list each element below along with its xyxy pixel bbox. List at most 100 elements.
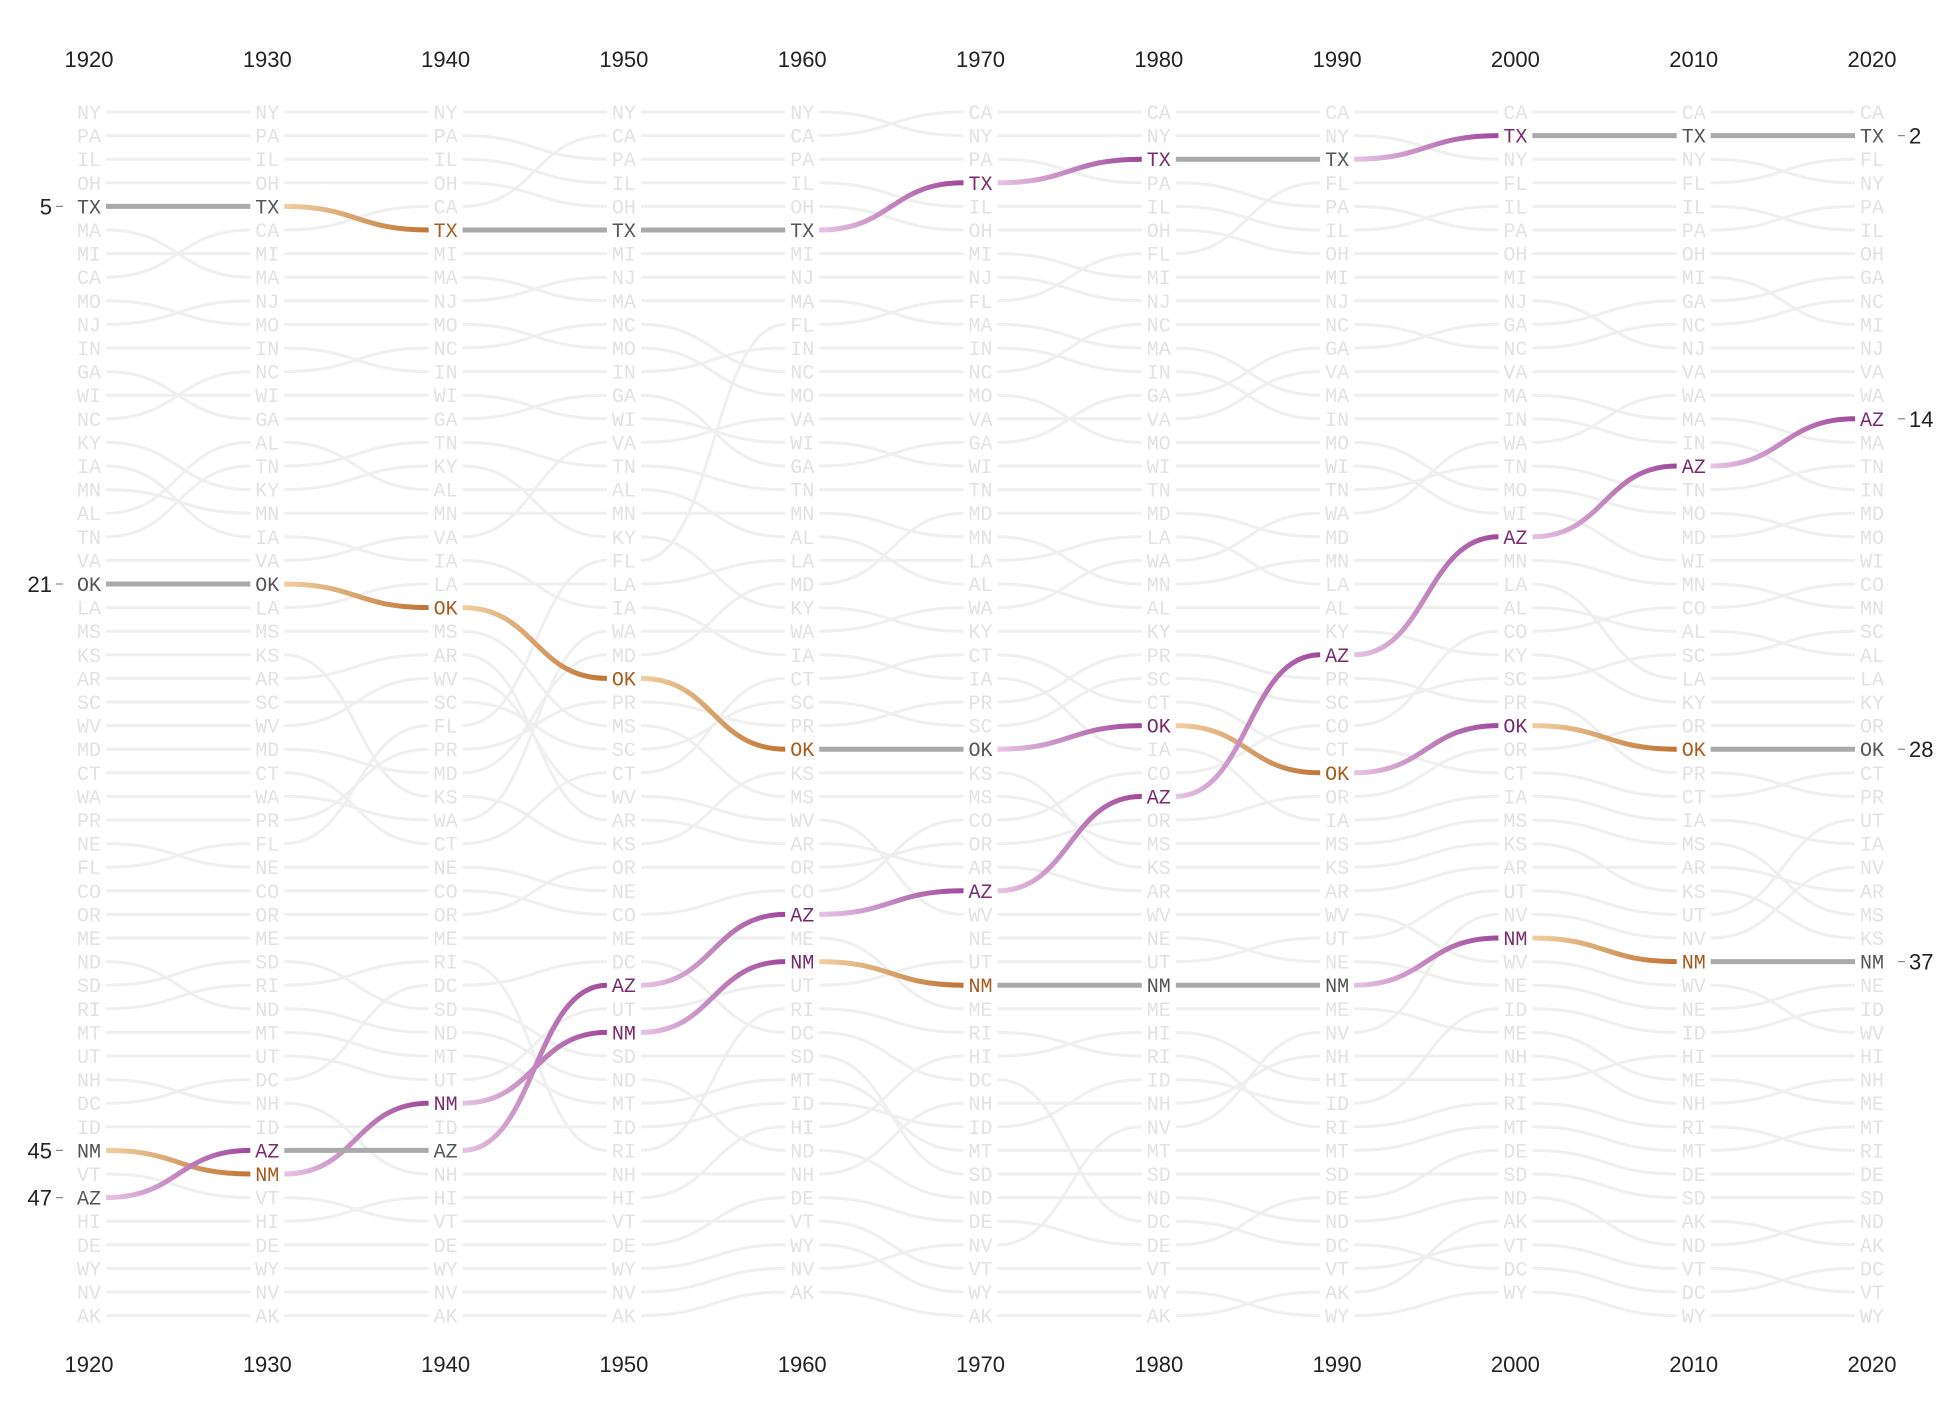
state-label-de: DE — [77, 1236, 101, 1259]
state-label-hi: HI — [1682, 1047, 1706, 1070]
state-label-mo: MO — [434, 315, 458, 338]
state-label-pr: PR — [1860, 787, 1884, 810]
state-label-ar: AR — [77, 669, 101, 692]
line-ma — [1532, 393, 1677, 421]
state-label-ak: AK — [1147, 1307, 1171, 1330]
state-label-md: MD — [968, 504, 992, 527]
state-label-mi: MI — [1682, 268, 1706, 291]
state-label-nd: ND — [1682, 1236, 1706, 1259]
state-label-ak: AK — [434, 1307, 458, 1330]
state-label-sd: SD — [790, 1047, 814, 1070]
state-label-tn: TN — [968, 481, 992, 504]
line-mn — [1175, 558, 1321, 586]
state-label-wy: WY — [255, 1259, 279, 1282]
line-co — [1710, 582, 1856, 610]
state-label-sc: SC — [77, 693, 101, 716]
state-label-wy: WY — [1147, 1283, 1171, 1306]
line-tx — [284, 203, 429, 233]
state-label-nj: NJ — [968, 268, 992, 291]
state-label-ny: NY — [1503, 150, 1527, 173]
line-ky — [105, 440, 251, 492]
line-va — [284, 535, 429, 562]
background-state-lines — [105, 110, 1856, 1318]
year-label-top: 1990 — [1313, 47, 1362, 72]
line-ut — [1175, 936, 1321, 964]
state-label-sd: SD — [1325, 1165, 1349, 1188]
state-label-hi: HI — [434, 1189, 458, 1212]
end-rank-tx: 2 — [1909, 124, 1921, 149]
line-nc — [640, 322, 786, 374]
state-label-pa: PA — [1860, 197, 1884, 220]
line-nv — [640, 1266, 786, 1294]
state-label-nv: NV — [1325, 1023, 1349, 1046]
line-pr — [1354, 676, 1499, 704]
line-ia — [1532, 794, 1677, 822]
line-ky — [1354, 629, 1499, 657]
line-sd — [462, 1007, 607, 1058]
state-label-az: AZ — [255, 1141, 279, 1164]
line-wv — [640, 794, 786, 822]
state-label-al: AL — [790, 528, 814, 551]
state-label-wy: WY — [1860, 1307, 1884, 1330]
line-tn — [640, 464, 786, 492]
state-label-wy: WY — [434, 1259, 458, 1282]
state-label-nv: NV — [1503, 905, 1527, 928]
line-de — [1532, 1148, 1677, 1176]
state-label-pa: PA — [790, 150, 814, 173]
state-label-az: AZ — [790, 905, 814, 928]
line-ms — [640, 724, 786, 798]
state-label-dc: DC — [1325, 1236, 1349, 1259]
line-ar — [1354, 865, 1499, 893]
state-label-or: OR — [255, 905, 279, 928]
state-label-ky: KY — [77, 433, 101, 456]
state-label-ia: IA — [1503, 787, 1527, 810]
line-id — [1354, 1007, 1499, 1105]
state-label-wa: WA — [1503, 433, 1527, 456]
state-label-ks: KS — [434, 787, 458, 810]
state-label-wa: WA — [612, 622, 636, 645]
state-label-ny: NY — [255, 103, 279, 126]
state-label-la: LA — [790, 551, 814, 574]
line-tn — [284, 440, 429, 468]
state-label-ma: MA — [790, 292, 814, 315]
state-label-id: ID — [1147, 1071, 1171, 1094]
state-label-ut: UT — [1503, 882, 1527, 905]
state-label-mt: MT — [1503, 1118, 1527, 1141]
state-label-ut: UT — [1860, 811, 1884, 834]
line-oh — [1175, 228, 1321, 256]
state-label-pa: PA — [612, 150, 636, 173]
state-label-ct: CT — [255, 764, 279, 787]
state-label-nv: NV — [1682, 929, 1706, 952]
state-label-ct: CT — [968, 646, 992, 669]
state-label-ma: MA — [1860, 433, 1884, 456]
state-label-nh: NH — [612, 1165, 636, 1188]
state-label-de: DE — [968, 1212, 992, 1235]
line-ca — [462, 134, 607, 208]
line-nd — [819, 1148, 964, 1200]
line-la — [997, 535, 1142, 562]
line-la — [640, 558, 786, 586]
line-ga — [1710, 275, 1856, 303]
line-nc — [997, 322, 1142, 374]
year-label-bottom: 1950 — [599, 1352, 648, 1377]
state-label-nc: NC — [255, 363, 279, 386]
state-label-vt: VT — [1147, 1259, 1171, 1282]
state-label-ky: KY — [968, 622, 992, 645]
line-tx — [1354, 133, 1499, 162]
state-label-ok: OK — [1503, 717, 1527, 740]
state-label-va: VA — [434, 528, 458, 551]
state-label-mi: MI — [1147, 268, 1171, 291]
bottom-year-axis: 1920 1930 1940 1950 1960 1970 1980 1990 2000 2010… — [65, 1352, 1897, 1377]
state-label-nv: NV — [790, 1259, 814, 1282]
line-or — [462, 865, 607, 916]
state-label-ma: MA — [1682, 410, 1706, 433]
line-hi — [284, 1196, 429, 1223]
line-wv — [1354, 912, 1499, 964]
state-label-pa: PA — [1325, 197, 1349, 220]
state-label-wy: WY — [790, 1236, 814, 1259]
state-label-mo: MO — [1682, 504, 1706, 527]
line-ks — [997, 771, 1142, 869]
state-label-nj: NJ — [1147, 292, 1171, 315]
state-label-ct: CT — [434, 835, 458, 858]
